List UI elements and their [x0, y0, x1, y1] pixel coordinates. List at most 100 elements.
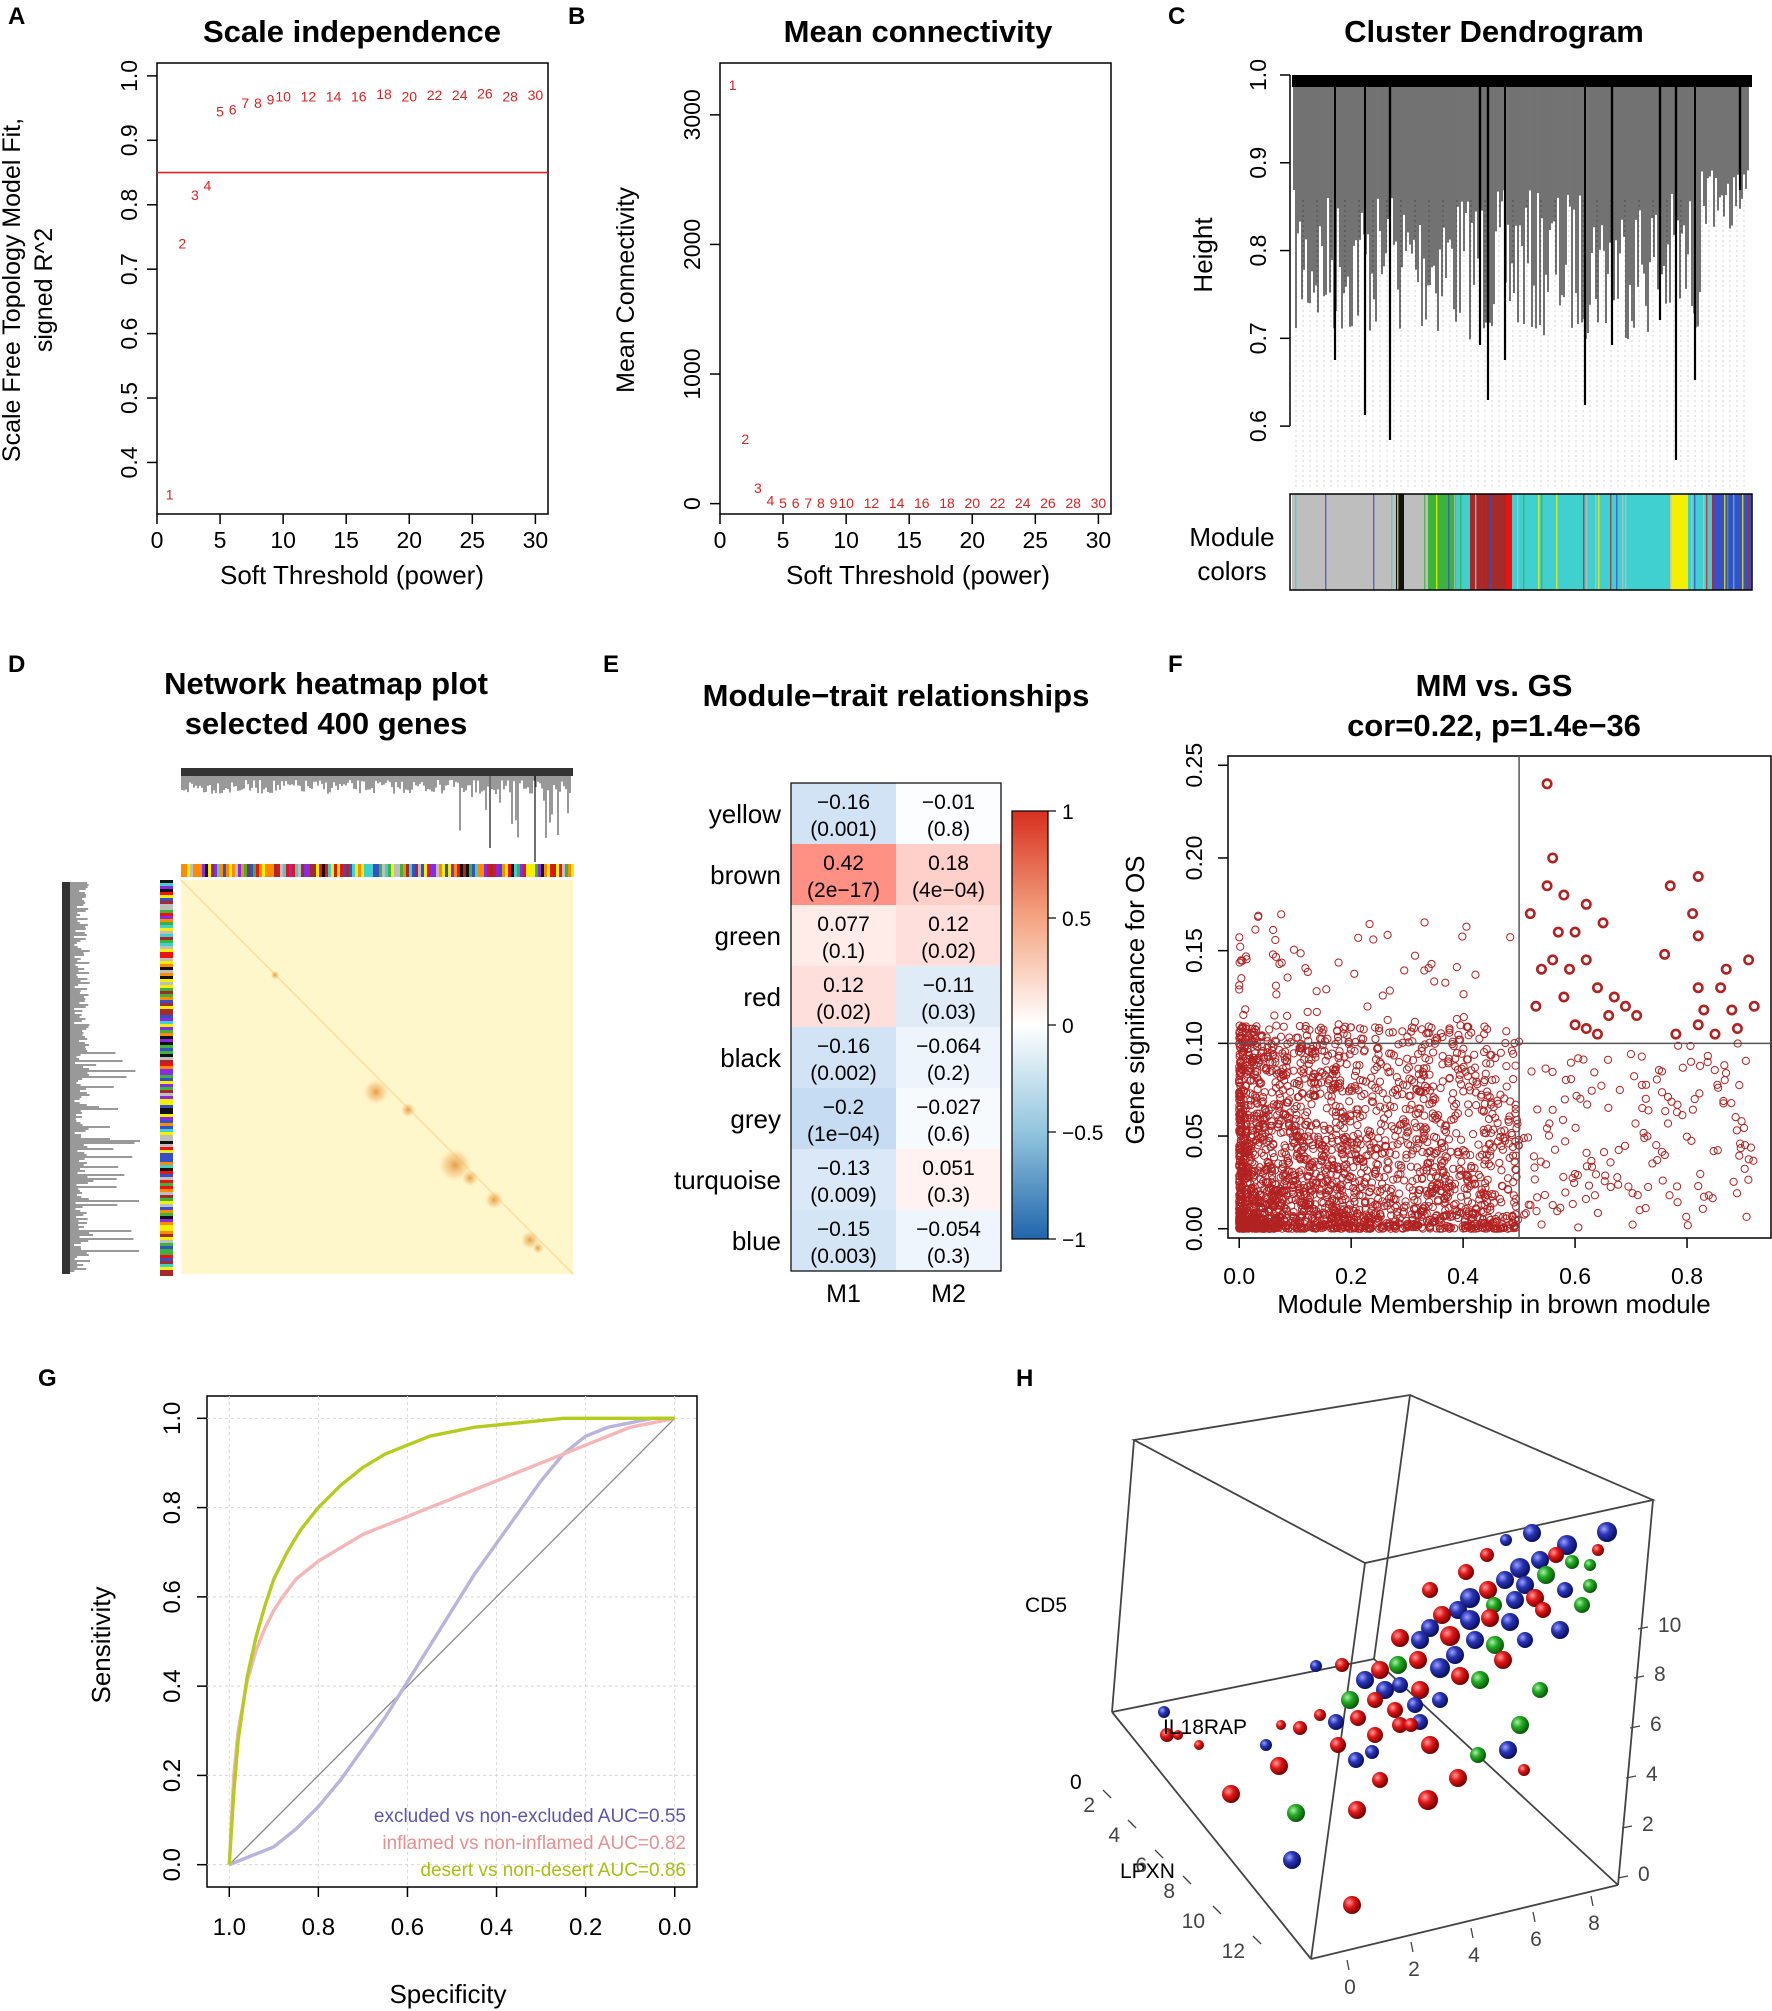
- gene-point: [1479, 1047, 1489, 1057]
- left-color-stripe: [160, 1207, 173, 1210]
- panel-d-title-1: Network heatmap plot: [164, 666, 488, 701]
- gene-point: [1288, 1216, 1297, 1226]
- gene-point: [1347, 1083, 1356, 1092]
- trait-cell: [896, 1027, 1001, 1088]
- gene-point: [1417, 1174, 1427, 1184]
- threshold-point-label: 14: [889, 495, 905, 511]
- gene-point: [1440, 1125, 1449, 1135]
- gene-point: [1590, 1068, 1599, 1077]
- gene-point: [1358, 1111, 1367, 1120]
- panel-f-x-axis: 0.0 0.2 0.4 0.6 0.8: [1223, 1238, 1703, 1289]
- gene-point: [1293, 1149, 1302, 1158]
- gene-point: [1614, 1180, 1623, 1189]
- gene-point: [1385, 1148, 1395, 1158]
- threshold-point-label: 7: [241, 95, 249, 111]
- left-color-stripe: [160, 1018, 173, 1021]
- gene-point: [1421, 1054, 1430, 1063]
- hub-gene-point: [1731, 1023, 1743, 1035]
- left-color-stripe: [160, 988, 173, 991]
- y-tick-label: 0.6: [1245, 410, 1271, 442]
- gene-point: [1249, 1076, 1258, 1085]
- trait-cell-p: (0.001): [810, 818, 877, 841]
- gene-point: [1351, 1204, 1360, 1213]
- colorbar-tick-label: 1: [1062, 801, 1074, 824]
- left-color-stripe: [160, 1234, 173, 1237]
- gene-point: [1392, 1090, 1402, 1100]
- gene-point: [1481, 1069, 1490, 1078]
- gene-point: [1426, 1147, 1435, 1156]
- left-color-stripe: [160, 1087, 173, 1090]
- hub-gene-point: [1720, 963, 1732, 975]
- module-color-stripe: [1490, 494, 1492, 590]
- gene-point: [1441, 1152, 1450, 1161]
- gene-point: [1491, 1053, 1500, 1063]
- heatmap-hotspot: [461, 1169, 479, 1187]
- gene-point: [1259, 1123, 1268, 1132]
- gene-sphere: [1404, 1718, 1418, 1732]
- trait-cell: [791, 1149, 896, 1210]
- top-color-stripe: [472, 864, 475, 877]
- gene-point: [1672, 1108, 1682, 1117]
- gene-point: [1352, 1061, 1361, 1070]
- module-color-stripe: [1742, 494, 1744, 590]
- trait-row-label: turquoise: [674, 1165, 781, 1195]
- x-tick-label: 5: [777, 527, 790, 553]
- gene-point: [1270, 1011, 1279, 1020]
- gene-point: [1300, 1183, 1309, 1193]
- left-color-stripe: [160, 1063, 173, 1066]
- gene-point: [1736, 1143, 1745, 1153]
- gene-point: [1404, 1038, 1413, 1047]
- gene-point: [1372, 1106, 1381, 1115]
- gene-point: [1483, 1124, 1493, 1133]
- gene-point: [1445, 1073, 1454, 1083]
- gene-point: [1463, 1177, 1472, 1186]
- gene-point: [1358, 1191, 1367, 1200]
- gene-point: [1349, 1193, 1359, 1202]
- top-color-stripe: [364, 864, 367, 877]
- top-color-stripe: [304, 864, 307, 877]
- gene-point: [1402, 1150, 1411, 1159]
- gene-point: [1345, 1172, 1354, 1181]
- gene-point: [1475, 1195, 1484, 1204]
- panel-letter-e: E: [603, 651, 619, 678]
- gene-sphere: [1446, 1646, 1464, 1664]
- top-color-stripe: [427, 864, 430, 877]
- gene-point: [1489, 1103, 1498, 1112]
- gene-point: [1295, 1183, 1305, 1192]
- gene-point: [1342, 1164, 1351, 1173]
- gene-sphere: [1283, 1851, 1301, 1869]
- top-color-stripe: [232, 864, 235, 877]
- gene-point: [1236, 1138, 1245, 1147]
- left-color-stripe: [160, 1090, 173, 1093]
- gene-point: [1417, 1206, 1427, 1216]
- gene-point: [1452, 1049, 1462, 1058]
- panel-f: F MM vs. GS cor=0.22, p=1.4e−36 0.0 0.2 0.…: [1120, 651, 1772, 1319]
- gene-point: [1256, 1175, 1265, 1184]
- hub-gene-point: [1692, 930, 1704, 942]
- gene-point: [1488, 1192, 1497, 1201]
- left-color-stripe: [160, 1138, 173, 1141]
- gene-point: [1491, 1113, 1500, 1122]
- trait-cell-cor: −0.16: [817, 791, 870, 814]
- y-tick-label: 0.7: [116, 253, 142, 285]
- gene-sphere: [1158, 1706, 1170, 1718]
- gene-point: [1242, 1024, 1251, 1034]
- gene-point: [1403, 1223, 1412, 1232]
- gene-point: [1252, 1109, 1262, 1118]
- top-color-stripe: [337, 864, 340, 877]
- top-color-stripe: [310, 864, 313, 877]
- gene-point: [1317, 1224, 1326, 1233]
- gene-point: [1403, 1128, 1412, 1137]
- x-tick-label: 0: [151, 527, 164, 553]
- gene-point: [1458, 1222, 1467, 1231]
- gene-point: [1710, 1065, 1719, 1075]
- panel-c-module-label-1: Module: [1189, 522, 1274, 552]
- gene-point: [1269, 1050, 1278, 1059]
- module-color-stripe: [1391, 494, 1393, 590]
- gene-point: [1274, 1045, 1284, 1054]
- gene-point: [1332, 1203, 1341, 1213]
- gene-sphere: [1510, 1558, 1530, 1578]
- gene-point: [1346, 1045, 1355, 1054]
